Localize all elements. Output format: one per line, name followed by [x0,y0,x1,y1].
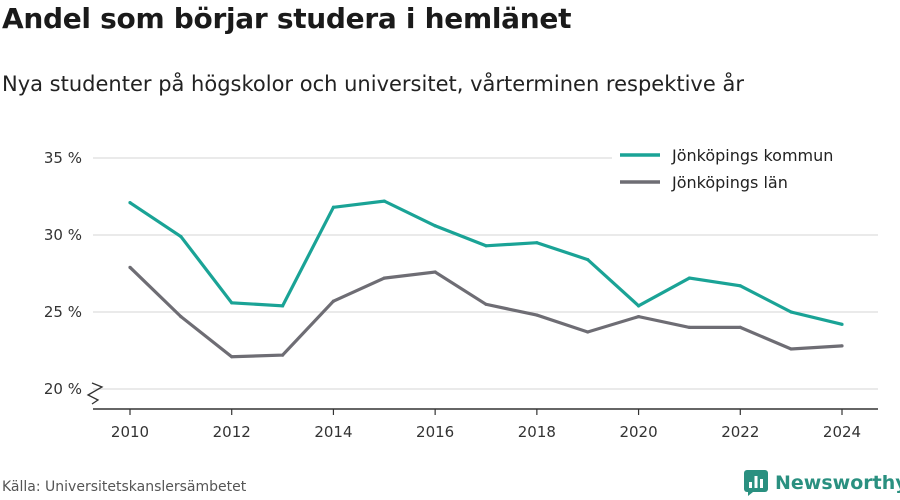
data-point [535,313,539,317]
data-point [230,355,234,359]
data-point [789,347,793,351]
source-note: Källa: Universitetskanslersämbetet [2,479,247,495]
data-point [636,315,641,319]
y-tick-label: 20 % [44,380,82,398]
chart-subtitle: Nya studenter på högskolor och universit… [2,72,744,96]
data-point [280,304,285,308]
x-tick-label: 2022 [721,423,759,441]
x-tick-label: 2020 [619,423,657,441]
data-point [586,330,590,334]
legend: Jönköpings kommun Jönköpings län [612,146,880,194]
legend-label: Jönköpings län [671,173,788,192]
data-point [280,353,285,357]
data-point [840,322,844,326]
y-tick-label: 35 % [44,149,82,167]
data-point [687,325,692,329]
bar-chart-logo-icon [744,470,768,496]
legend-background [612,147,880,167]
data-point [382,276,386,280]
data-point [331,299,336,303]
y-tick-label: 30 % [44,226,82,244]
y-tick-label: 25 % [44,303,82,321]
data-point [128,201,132,205]
data-point [636,304,641,308]
data-point [230,301,234,305]
data-point [586,258,590,262]
data-point [433,224,437,228]
data-point [535,241,539,245]
x-tick-label: 2010 [111,423,149,441]
data-point [128,265,132,269]
axis-break-icon [86,382,104,405]
x-tick-label: 2016 [416,423,454,441]
data-point [687,276,692,280]
data-point [179,234,183,239]
legend-label: Jönköpings kommun [671,146,833,165]
data-point [738,284,742,288]
data-point [738,325,742,329]
x-tick-label: 2012 [213,423,251,441]
data-point [433,270,437,274]
x-tick-label: 2024 [823,423,861,441]
legend-background [612,174,880,194]
chart-title: Andel som börjar studera i hemlänet [2,2,572,35]
newsworthy-logo: Newsworthy [744,468,900,498]
data-point [331,205,336,209]
line-chart: 20 % 25 % 30 % 35 % 2010 2012 2014 2016 2018 2020… [44,146,880,441]
x-tick-label: 2018 [518,423,556,441]
data-point [840,344,844,348]
data-point [382,199,386,203]
brand-name: Newsworthy [775,472,900,494]
data-point [484,244,488,248]
data-point [484,302,488,306]
x-tick-label: 2014 [314,423,352,441]
data-point [789,310,793,314]
data-point [179,315,183,319]
